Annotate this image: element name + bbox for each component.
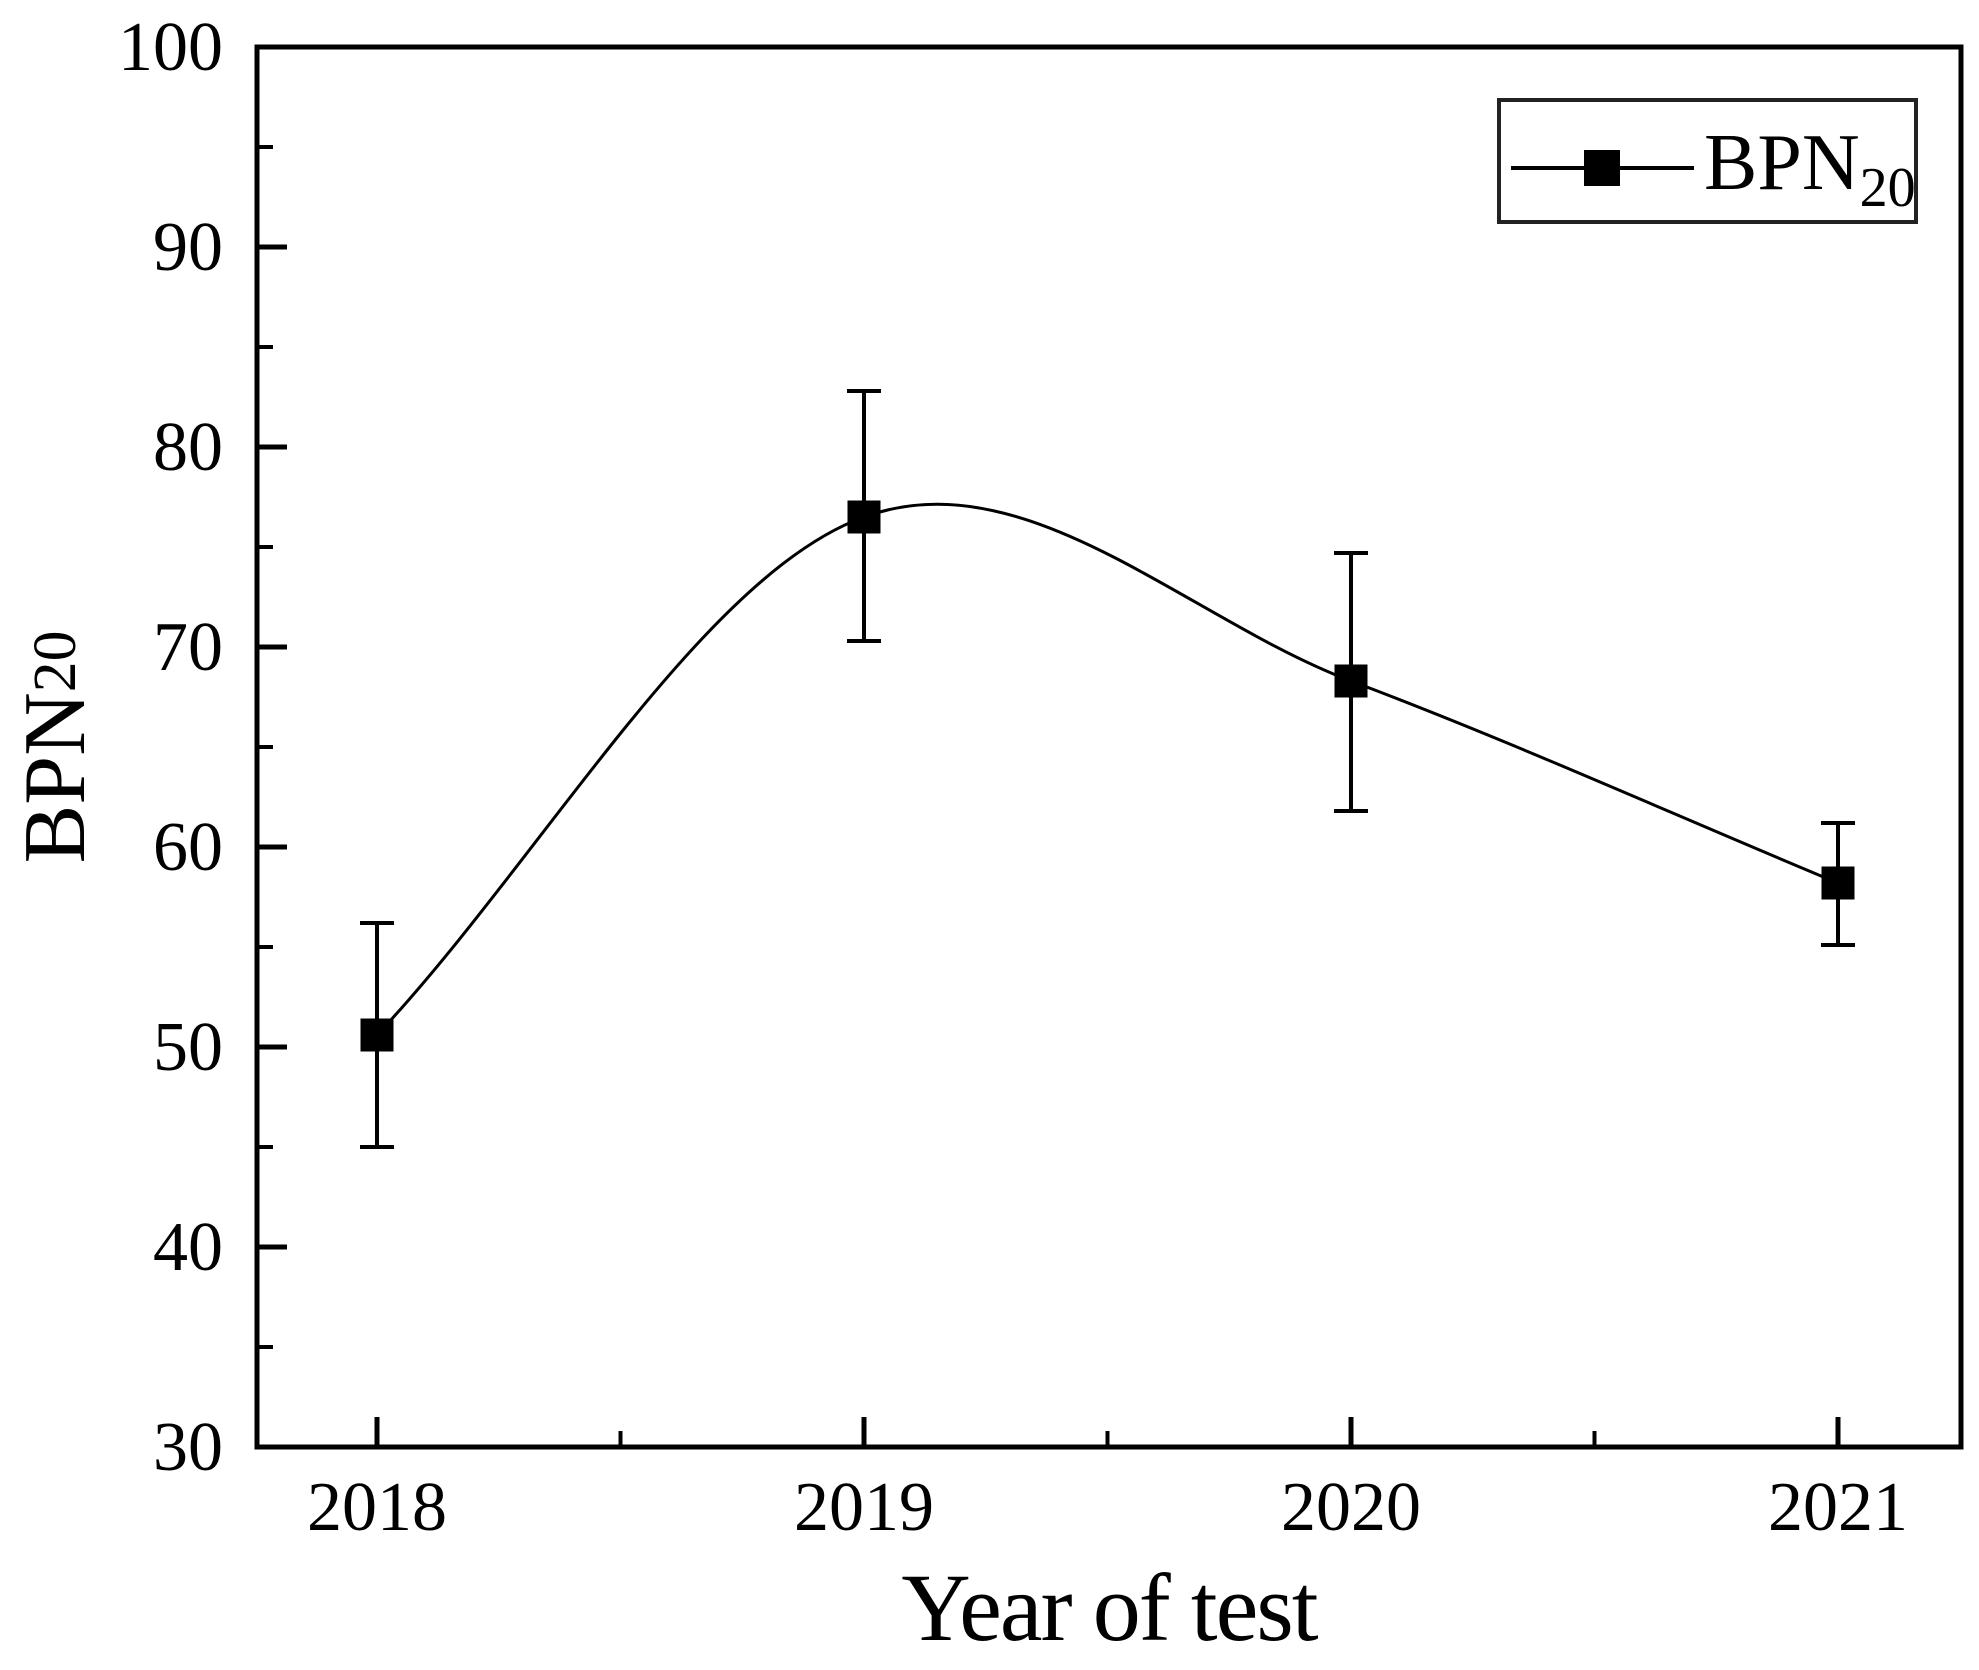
x-tick-label-2019: 2019 — [794, 1469, 934, 1546]
y-tick-label-80: 80 — [153, 409, 223, 486]
x-axis-title: Year of test — [901, 1554, 1318, 1661]
y-tick-label-40: 40 — [153, 1209, 223, 1286]
x-tick-label-2018: 2018 — [307, 1469, 447, 1546]
legend-label-subscript: 20 — [1859, 157, 1916, 219]
data-marker-2020 — [1334, 664, 1368, 698]
series-curve — [375, 502, 1839, 1037]
y-axis-title: BPN 20 — [6, 630, 104, 864]
data-marker-2018 — [360, 1018, 394, 1052]
legend-square-marker-icon — [1584, 150, 1620, 186]
x-tick-label-2021: 2021 — [1768, 1469, 1908, 1546]
y-axis-title-text: BPN — [6, 692, 104, 864]
data-marker-2019 — [847, 500, 881, 534]
legend: BPN20 — [1497, 98, 1918, 224]
y-tick-label-60: 60 — [153, 809, 223, 886]
y-tick-label-90: 90 — [153, 209, 223, 286]
plot-frame — [254, 44, 1964, 1450]
x-tick-label-2020: 2020 — [1281, 1469, 1421, 1546]
y-tick-label-70: 70 — [153, 609, 223, 686]
y-tick-label-100: 100 — [118, 9, 223, 86]
legend-label: BPN20 — [1704, 123, 1916, 216]
y-tick-label-30: 30 — [153, 1409, 223, 1486]
y-tick-label-50: 50 — [153, 1009, 223, 1086]
data-marker-2021 — [1821, 866, 1855, 900]
legend-label-text: BPN — [1704, 119, 1860, 207]
